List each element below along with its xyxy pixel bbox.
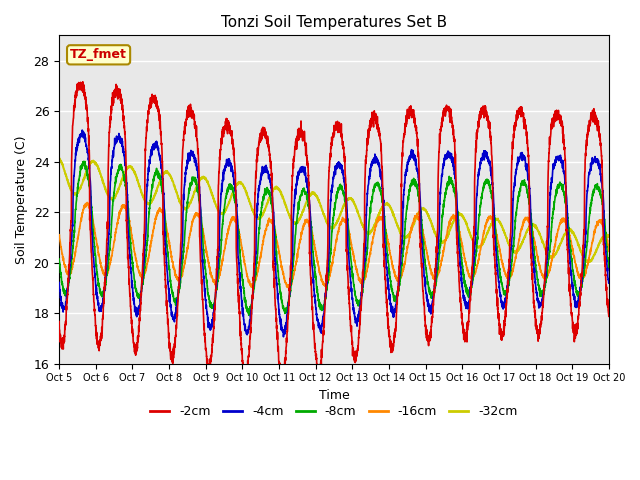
-8cm [121,175,129,181]
-16cm [90,224,98,229]
-16cm [480,228,488,234]
Line: -4cm: -4cm [59,130,609,337]
-4cm [435,228,443,234]
-16cm [121,205,129,211]
-8cm [80,158,88,164]
-2cm [435,147,443,153]
-8cm [245,312,253,318]
X-axis label: Time: Time [319,389,349,402]
-32cm [55,156,63,162]
-32cm [122,169,129,175]
-32cm [227,197,234,203]
-8cm [227,181,234,187]
-4cm [90,261,98,266]
Title: Tonzi Soil Temperatures Set B: Tonzi Soil Temperatures Set B [221,15,447,30]
-16cm [227,219,234,225]
-16cm [83,200,91,205]
-4cm [78,127,86,133]
Line: -16cm: -16cm [59,203,609,289]
-32cm [584,259,591,265]
-2cm [480,103,488,109]
-2cm [55,319,63,324]
-8cm [122,183,129,189]
-4cm [605,280,612,286]
-8cm [435,251,443,256]
-4cm [121,156,129,162]
Line: -8cm: -8cm [59,161,609,315]
-32cm [435,239,443,244]
Line: -32cm: -32cm [59,158,609,262]
-2cm [227,124,234,130]
-32cm [480,239,488,245]
-4cm [227,162,234,168]
-8cm [90,240,98,245]
-32cm [90,159,98,165]
-32cm [56,155,63,161]
-2cm [241,376,249,382]
-4cm [122,163,129,168]
-2cm [79,79,86,84]
-4cm [280,334,287,340]
Legend: -2cm, -4cm, -8cm, -16cm, -32cm: -2cm, -4cm, -8cm, -16cm, -32cm [145,400,522,423]
-8cm [480,181,488,187]
-2cm [90,300,98,305]
-16cm [435,268,443,274]
Y-axis label: Soil Temperature (C): Soil Temperature (C) [15,135,28,264]
-2cm [605,313,612,319]
Text: TZ_fmet: TZ_fmet [70,48,127,61]
-4cm [55,280,63,286]
-8cm [55,256,63,262]
-16cm [122,203,129,209]
-32cm [605,233,612,239]
Line: -2cm: -2cm [59,82,609,379]
-16cm [285,286,293,292]
-16cm [605,249,612,254]
-32cm [121,171,129,177]
-8cm [605,265,612,271]
-2cm [121,128,129,134]
-2cm [122,140,129,145]
-16cm [55,233,63,239]
-4cm [480,148,488,154]
